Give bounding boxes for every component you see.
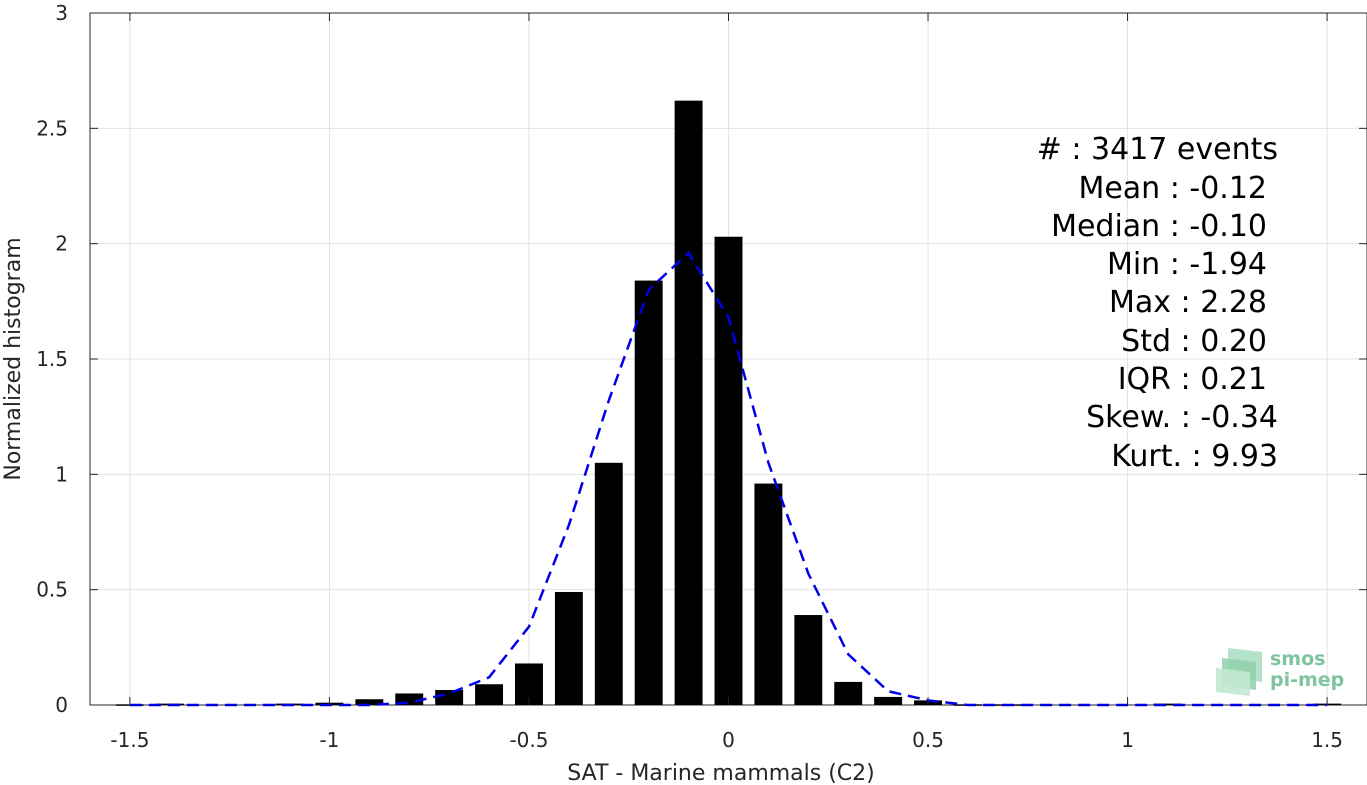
stat-mean: Mean : -0.12 [1078, 171, 1267, 206]
histogram-bar [794, 615, 823, 705]
stat-std: Std : 0.20 [1121, 324, 1267, 359]
y-tick-label: 1 [55, 462, 68, 486]
x-tick-label: -1.5 [110, 728, 149, 752]
y-tick-label: 0 [55, 693, 68, 717]
histogram-bar [554, 591, 583, 705]
histogram-bar [714, 236, 743, 705]
x-axis-label: SAT - Marine mammals (C2) [567, 761, 875, 785]
y-tick-label: 3 [55, 1, 68, 25]
x-axis-ticks: -1.5 -1 -0.5 0 0.5 1 1.5 [110, 13, 1343, 752]
stats-box: # : 3417 events Mean : -0.12 Median : -0… [1037, 132, 1278, 474]
histogram-bar [874, 696, 903, 705]
stat-iqr: IQR : 0.21 [1118, 362, 1267, 397]
histogram-bar [754, 483, 783, 705]
histogram-bar [1153, 703, 1182, 706]
stat-min: Min : -1.94 [1107, 247, 1267, 282]
histogram-bar [634, 280, 663, 705]
histogram-bar [435, 690, 464, 705]
x-tick-label: 1.5 [1311, 728, 1343, 752]
x-tick-label: -1 [319, 728, 339, 752]
smos-pimep-logo: smos pi-mep [1216, 648, 1344, 696]
logo-layers-icon [1216, 648, 1262, 696]
logo-line1: smos [1270, 648, 1325, 670]
y-tick-label: 1.5 [36, 347, 68, 371]
histogram-bars [115, 100, 1342, 706]
histogram-bar [355, 699, 384, 705]
stat-max: Max : 2.28 [1109, 285, 1267, 320]
histogram-bar [594, 462, 623, 705]
y-axis-label: Normalized histogram [1, 237, 26, 480]
y-tick-label: 0.5 [36, 578, 68, 602]
stat-median: Median : -0.10 [1051, 209, 1267, 244]
x-tick-label: 1 [1121, 728, 1134, 752]
stat-kurt: Kurt. : 9.93 [1111, 439, 1278, 474]
histogram-bar [834, 681, 863, 705]
x-tick-label: 0 [722, 728, 735, 752]
logo-line2: pi-mep [1270, 669, 1344, 691]
x-tick-label: 0.5 [912, 728, 944, 752]
x-tick-label: -0.5 [509, 728, 548, 752]
y-tick-label: 2 [55, 232, 68, 256]
stat-skew: Skew. : -0.34 [1086, 400, 1278, 435]
histogram-bar [475, 684, 504, 705]
y-tick-label: 2.5 [36, 116, 68, 140]
histogram-bar [674, 100, 703, 706]
stat-events: # : 3417 events [1037, 132, 1278, 167]
y-axis-ticks: 0 0.5 1 1.5 2 2.5 3 [36, 1, 1367, 717]
histogram-bar [395, 693, 424, 705]
